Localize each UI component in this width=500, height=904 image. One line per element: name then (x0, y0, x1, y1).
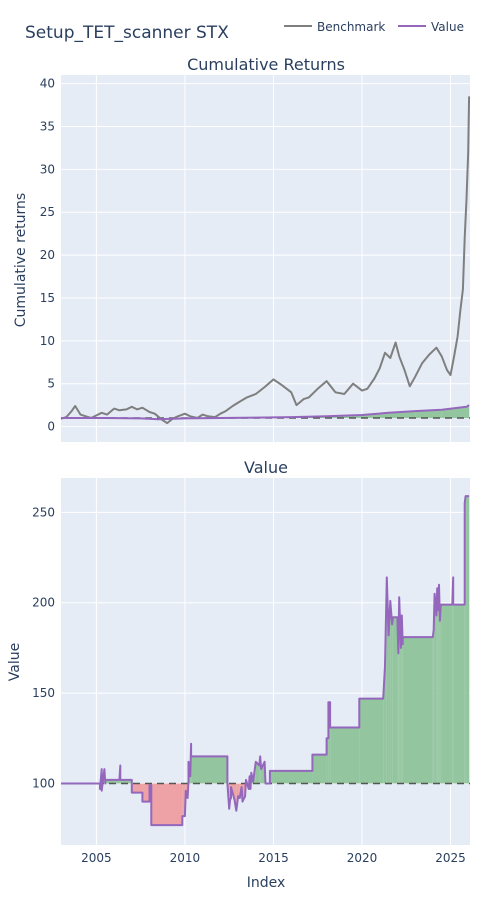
value-y-tick-label: 250 (32, 505, 55, 519)
subplot-title-value: Value (244, 458, 288, 477)
cumulative-returns-y-tick-label: 25 (40, 205, 55, 219)
cumulative-returns-y-tick-label: 10 (40, 334, 55, 348)
value-gain-area (390, 601, 392, 784)
legend[interactable]: Benchmark Value (284, 20, 464, 34)
value-gain-area (393, 617, 397, 783)
value-x-tick-label: 2020 (347, 851, 378, 865)
value-loss-area (142, 784, 149, 802)
value-panel: Value Value Index 100 150 200 250 2005 2010 20… (7, 458, 470, 891)
value-y-tick-label: 100 (32, 777, 55, 791)
value-gain-area (436, 588, 437, 783)
value-gain-area (392, 617, 393, 783)
value-gain-area (466, 496, 467, 783)
value-gain-area (440, 605, 441, 784)
value-loss-area (151, 784, 182, 826)
legend-label-benchmark: Benchmark (317, 20, 385, 34)
value-gain-area (453, 605, 465, 784)
legend-item-benchmark[interactable]: Benchmark (284, 20, 385, 34)
cumulative-returns-y-tick-label: 35 (40, 119, 55, 133)
value-x-tick-label: 2015 (258, 851, 289, 865)
value-gain-area (191, 756, 227, 783)
value-x-tick-label: 2025 (435, 851, 466, 865)
value-gain-area (443, 605, 451, 784)
cumulative-returns-y-tick-label: 0 (47, 420, 55, 434)
value-loss-area (132, 784, 143, 793)
figure-title: Setup_TET_scanner STX (25, 23, 229, 43)
value-gain-area (451, 605, 453, 784)
cumulative-returns-y-tick-label: 15 (40, 291, 55, 305)
value-gain-area (433, 630, 434, 784)
cumulative-returns-y-tick-label: 30 (40, 162, 55, 176)
value-gain-area (403, 637, 433, 783)
value-gain-area (273, 771, 312, 784)
value-y-tick-label: 200 (32, 596, 55, 610)
value-gain-area (312, 755, 326, 784)
y-axis-label-value: Value (7, 643, 23, 681)
value-gain-area (441, 605, 443, 784)
value-gain-area (466, 496, 469, 783)
legend-label-value: Value (431, 20, 464, 34)
cumulative-returns-y-tick-label: 5 (47, 377, 55, 391)
value-x-tick-label: 2005 (81, 851, 112, 865)
cumulative-returns-panel: Cumulative Returns Cumulative returns 0 5… (13, 55, 470, 442)
x-axis-label-index: Index (247, 875, 286, 891)
cumulative-returns-y-tick-label: 40 (40, 77, 55, 91)
value-gain-area (330, 727, 359, 783)
value-gain-area (437, 588, 438, 783)
legend-item-value[interactable]: Value (398, 20, 464, 34)
y-axis-label-cumulative-returns: Cumulative returns (13, 193, 29, 327)
cumulative-returns-y-tick-label: 20 (40, 248, 55, 262)
value-x-tick-label: 2010 (170, 851, 201, 865)
value-gain-area (452, 577, 453, 783)
value-gain-area (359, 699, 383, 784)
value-y-tick-label: 150 (32, 686, 55, 700)
subplot-title-cumulative-returns: Cumulative Returns (187, 55, 345, 74)
